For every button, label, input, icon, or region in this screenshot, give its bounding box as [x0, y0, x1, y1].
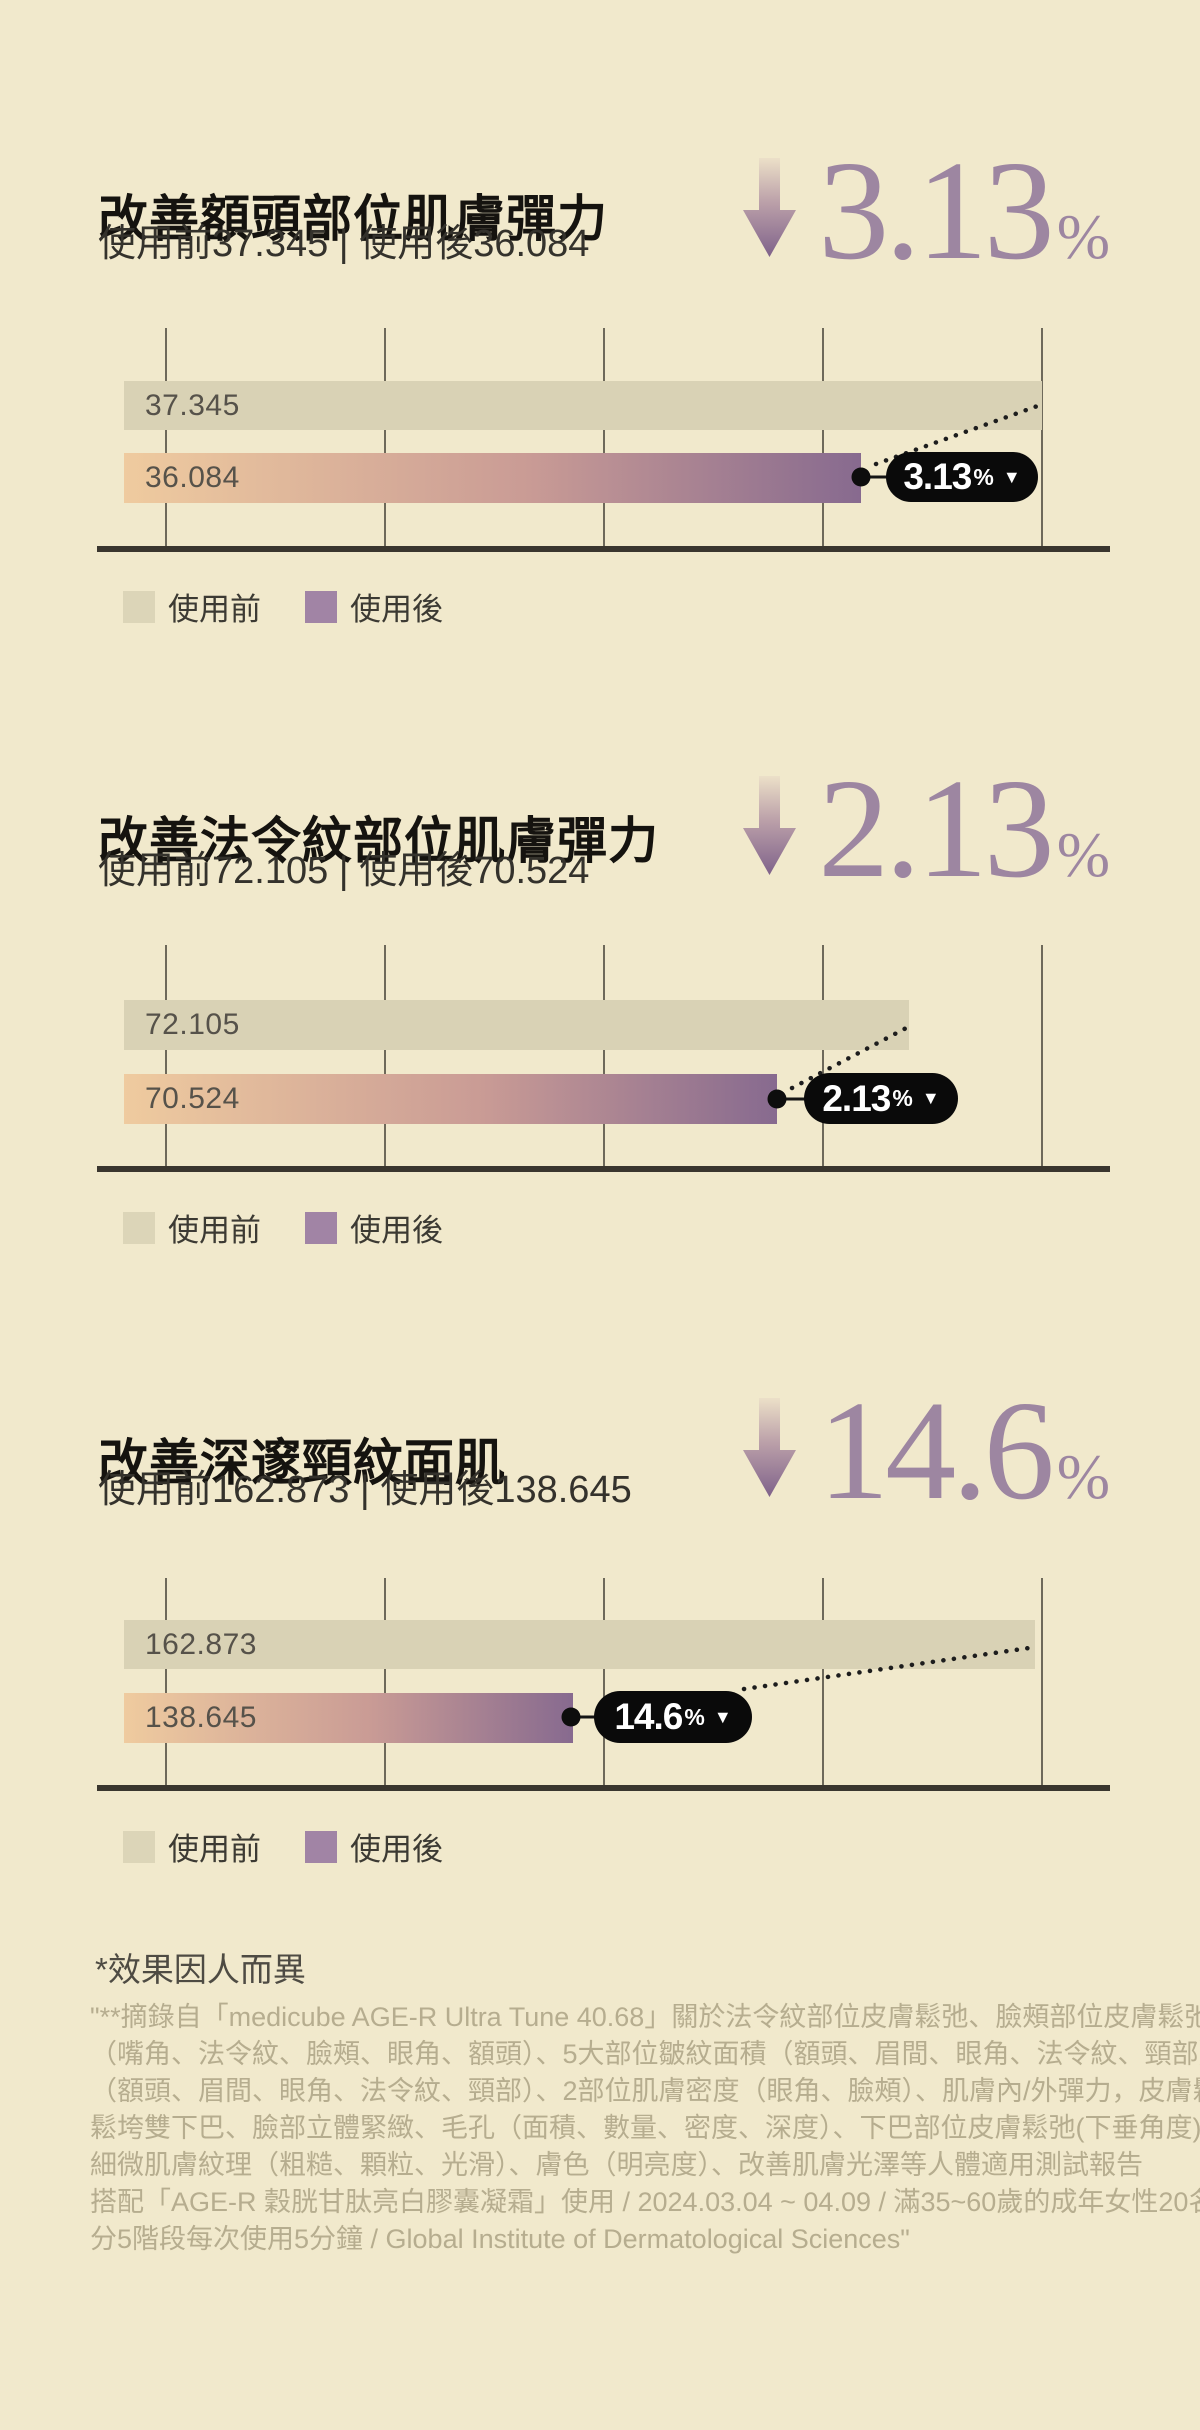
stat-block: 3.13 % [741, 139, 1110, 281]
section-subtitle: 使用前162.873 | 使用後138.645 [98, 1469, 632, 1511]
badge-unit: % [973, 463, 994, 490]
chart-legend: 使用前 使用後 [123, 584, 443, 629]
x-axis-line [97, 1785, 1110, 1791]
bar-before-label: 72.105 [145, 1008, 240, 1041]
legend-label-before: 使用前 [168, 1832, 261, 1867]
stat-value: 3.13 [818, 131, 1054, 289]
gridline [1041, 945, 1043, 1172]
badge-unit: % [684, 1703, 705, 1730]
disclaimer-line: （額頭、眉間、眼角、法令紋、頸部）、2部位肌膚密度（眼角、臉頰）、肌膚內/外彈力… [90, 2076, 1200, 2106]
gridline [603, 328, 605, 552]
gridline [1041, 1578, 1043, 1791]
bar-before: 162.873 [124, 1620, 1035, 1669]
section-title: 改善深邃頸紋面肌 [98, 1434, 506, 1491]
bar-after: 70.524 [124, 1074, 777, 1124]
bar-after-label: 36.084 [145, 461, 240, 494]
stat-block: 14.6 % [741, 1379, 1110, 1521]
results-vary-note: *效果因人而異 [95, 1951, 306, 1988]
disclaimer-line: 鬆垮雙下巴、臉部立體緊緻、毛孔（面積、數量、密度、深度）、下巴部位皮膚鬆弛(下垂… [90, 2113, 1200, 2143]
down-arrow-icon [743, 1398, 797, 1497]
badge-down-triangle-icon: ▼ [921, 1088, 940, 1108]
section-subtitle: 使用前72.105 | 使用後70.524 [98, 850, 590, 892]
x-axis-line [97, 546, 1110, 552]
badge-unit: % [892, 1085, 913, 1111]
disclaimer-line: （嘴角、法令紋、臉頰、眼角、額頭）、5大部位皺紋面積（額頭、眉間、眼角、法令紋、… [90, 2039, 1200, 2069]
bar-after: 138.645 [124, 1693, 573, 1743]
gridline [165, 1578, 167, 1791]
bar-before-label: 37.345 [145, 388, 240, 422]
section-title: 改善法令紋部位肌膚彈力 [98, 812, 659, 869]
badge-down-triangle-icon: ▼ [1002, 466, 1021, 487]
bar-after: 36.084 [124, 453, 861, 503]
legend-label-before: 使用前 [168, 592, 261, 627]
stat-value: 14.6 [818, 1371, 1054, 1529]
gridline [603, 1578, 605, 1791]
down-arrow-icon [743, 776, 797, 875]
gridline [603, 945, 605, 1172]
stat-value: 2.13 [818, 749, 1054, 907]
legend-label-after: 使用後 [350, 592, 443, 627]
down-arrow-icon [743, 158, 797, 257]
disclaimer-line: 分5階段每次使用5分鐘 / Global Institute of Dermat… [90, 2224, 910, 2254]
legend-swatch-after [305, 1211, 337, 1244]
legend-swatch-after [305, 1830, 337, 1863]
disclaimer-line: 搭配「AGE-R 穀胱甘肽亮白膠囊凝霜」使用 / 2024.03.04 ~ 04… [90, 2187, 1200, 2217]
section-title: 改善額頭部位肌膚彈力 [98, 190, 608, 247]
gridline [822, 1578, 824, 1791]
legend-label-after: 使用後 [350, 1832, 443, 1867]
gridline [165, 328, 167, 552]
gridline [165, 945, 167, 1172]
badge-value: 14.6 [614, 1696, 683, 1737]
stat-block: 2.13 % [741, 757, 1110, 899]
gridline [1041, 328, 1043, 552]
change-badge: 14.6 % ▼ [594, 1691, 752, 1743]
legend-swatch-after [305, 590, 337, 623]
gridline [822, 328, 824, 552]
badge-value: 3.13 [903, 456, 972, 497]
section-subtitle: 使用前37.345 | 使用後36.084 [98, 223, 590, 265]
disclaimer-line: 細微肌膚紋理（粗糙、顆粒、光滑）、膚色（明亮度）、改善肌膚光澤等人體適用測試報告 [90, 2150, 1143, 2180]
x-axis-line [97, 1166, 1110, 1172]
bar-before-label: 162.873 [145, 1627, 257, 1661]
bar-after-label: 70.524 [145, 1082, 240, 1115]
bar-after-label: 138.645 [145, 1701, 257, 1734]
stat-unit: % [1056, 201, 1110, 272]
bar-before: 72.105 [124, 1000, 909, 1050]
badge-down-triangle-icon: ▼ [713, 1706, 732, 1727]
chart-legend: 使用前 使用後 [123, 1205, 443, 1250]
legend-label-before: 使用前 [168, 1213, 261, 1248]
stat-unit: % [1056, 1441, 1110, 1512]
bar-before: 37.345 [124, 381, 1042, 430]
disclaimer-text: "**摘錄自「medicube AGE-R Ultra Tune 40.68」關… [90, 1999, 1200, 2258]
legend-label-after: 使用後 [350, 1213, 443, 1248]
gridline [822, 945, 824, 1172]
legend-swatch-before [123, 1830, 155, 1863]
legend-swatch-before [123, 1211, 155, 1244]
disclaimer-line: "**摘錄自「medicube AGE-R Ultra Tune 40.68」關… [90, 2002, 1200, 2032]
legend-swatch-before [123, 590, 155, 623]
stat-unit: % [1056, 819, 1110, 890]
chart-legend: 使用前 使用後 [123, 1824, 443, 1869]
change-badge: 3.13 % ▼ [886, 452, 1038, 502]
gridline [384, 945, 386, 1172]
gridline [384, 328, 386, 552]
change-badge: 2.13 % ▼ [804, 1073, 958, 1124]
badge-value: 2.13 [822, 1077, 891, 1119]
gridline [384, 1578, 386, 1791]
